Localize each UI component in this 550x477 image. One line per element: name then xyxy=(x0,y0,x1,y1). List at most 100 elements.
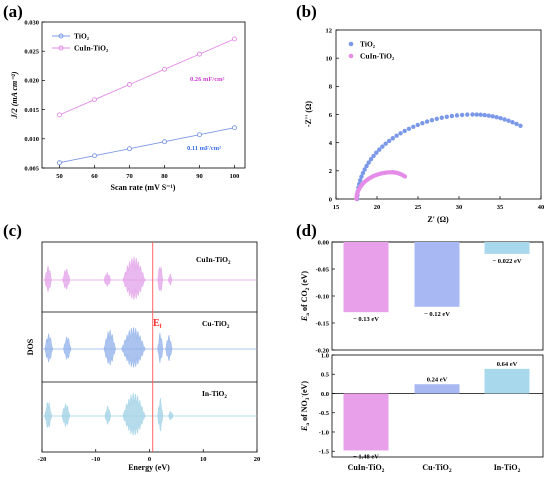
data-point xyxy=(415,122,421,128)
x-tick-label: 35 xyxy=(497,204,504,211)
x-tick-label: 60 xyxy=(91,173,98,180)
panel-d-bottom-bars: 1.0 0.5 0.0 -0.5 -1.0 -1.5 − 1.48 eV 0.24 eV 0.6… xyxy=(319,352,543,460)
x-tick-label: 30 xyxy=(456,204,463,211)
panel-c-ylabel: DOS xyxy=(26,338,35,355)
bar xyxy=(484,242,530,254)
panel-label-c: (c) xyxy=(3,221,22,240)
data-point xyxy=(386,138,392,144)
y-tick-label: 1.0 xyxy=(321,352,329,359)
bar-value-label: − 0.13 eV xyxy=(353,316,379,323)
data-point xyxy=(360,170,366,176)
data-point xyxy=(406,126,412,132)
data-point xyxy=(377,147,382,152)
y-tick-label: 8 xyxy=(329,84,333,91)
fermi-level-label: Ef xyxy=(153,318,163,330)
panel-b-ylabel: -Z'' (Ω) xyxy=(304,101,313,128)
panel-d-category-cu: Cu-TiO2 xyxy=(422,463,452,474)
panel-d-top-bars: 0.00 -0.05 -0.10 -0.15 -0.20 − 0.13 eV − 0.12 … xyxy=(315,239,543,354)
panel-c: (c) -20 -10 0 10 20 CuIn-TiO2 Cu-TiO2 In-TiO… xyxy=(3,221,260,472)
y-tick-label: 0.00 xyxy=(318,239,329,246)
data-point xyxy=(380,144,385,149)
data-point xyxy=(478,112,483,117)
data-point xyxy=(362,167,367,172)
data-point xyxy=(383,141,388,146)
panel-c-series xyxy=(42,242,257,452)
data-point xyxy=(92,153,97,159)
data-point xyxy=(439,115,444,120)
panel-c-plot-area xyxy=(41,241,258,453)
data-point xyxy=(359,174,364,179)
bar-value-label: − 0.022 eV xyxy=(492,258,521,265)
data-point xyxy=(510,120,515,125)
y-tick-label: 10 xyxy=(326,55,333,62)
dos-label-in: In-TiO2 xyxy=(202,389,227,400)
data-point xyxy=(366,160,371,165)
dos-band xyxy=(121,327,146,369)
dos-band xyxy=(168,273,173,286)
series-line xyxy=(59,127,235,164)
y-tick-label: 12 xyxy=(326,27,333,34)
bar xyxy=(414,242,460,307)
x-tick-label: -20 xyxy=(38,456,47,463)
data-point xyxy=(371,153,376,159)
panel-a-ylabel: J/2 (mA cm⁻²) xyxy=(10,71,19,119)
y-tick-label: 2 xyxy=(329,168,332,175)
bar-value-label: − 1.48 eV xyxy=(353,453,379,460)
data-point xyxy=(429,117,435,123)
dos-band xyxy=(122,392,146,436)
data-point xyxy=(411,124,416,129)
data-point xyxy=(232,36,237,42)
data-point xyxy=(127,146,132,152)
y-tick-label: -0.10 xyxy=(315,293,329,300)
panel-d-top-ylabel: Ea of CO2 (eV) xyxy=(300,271,311,323)
y-tick-label: 0.5 xyxy=(321,372,330,379)
dos-label-cu: Cu-TiO2 xyxy=(202,319,230,330)
data-point xyxy=(474,112,479,117)
panel-b-xlabel: Z' (Ω) xyxy=(427,215,449,224)
y-tick-label: -0.05 xyxy=(315,266,329,273)
y-tick-label: -1.5 xyxy=(319,449,330,456)
legend-b-cuin-label: CuIn-TiO₂ xyxy=(360,52,395,61)
panel-label-d: (d) xyxy=(296,221,317,240)
x-tick-label: 10 xyxy=(200,456,207,463)
data-point xyxy=(357,178,363,183)
data-point xyxy=(127,82,132,87)
x-tick-label: 50 xyxy=(56,173,63,180)
data-point xyxy=(364,163,369,169)
bar xyxy=(484,368,530,394)
data-point xyxy=(514,121,519,127)
dos-band xyxy=(122,256,146,300)
panel-a: (a) 50 60 70 80 90 100 0.005 0.010 0.015 0.020 0.0… xyxy=(3,2,246,192)
legend-cuin-marker xyxy=(58,45,64,51)
panel-c-ticks: -20 -10 0 10 20 xyxy=(38,449,260,463)
y-tick-label: 4 xyxy=(329,140,333,147)
x-tick-label: 40 xyxy=(538,204,545,211)
y-tick-label: 0.025 xyxy=(24,49,39,56)
data-point xyxy=(374,150,379,155)
panel-a-xlabel: Scan rate (mV S⁻¹) xyxy=(111,183,176,192)
bar-value-label: 0.24 eV xyxy=(427,376,448,383)
data-point xyxy=(444,114,449,120)
legend-b-tio2-label: TiO₂ xyxy=(360,40,376,49)
y-tick-label: 0.005 xyxy=(24,165,39,172)
data-point xyxy=(449,113,455,119)
data-point xyxy=(197,51,202,57)
dos-band xyxy=(103,329,116,366)
y-tick-label: 6 xyxy=(329,112,333,119)
dos-band xyxy=(63,336,72,360)
bar xyxy=(343,242,389,313)
panel-d-bottom-plot-area xyxy=(331,354,544,458)
bar-value-label: 0.64 eV xyxy=(497,361,518,368)
legend-cuin-label: CuIn-TiO₂ xyxy=(74,44,109,53)
data-point xyxy=(486,113,491,118)
data-point xyxy=(57,160,62,166)
panel-d-category-in: In-TiO2 xyxy=(494,463,521,474)
data-point xyxy=(494,114,499,120)
x-tick-label: -10 xyxy=(91,456,100,463)
panel-b-legend: TiO₂ CuIn-TiO₂ xyxy=(348,40,395,61)
data-point xyxy=(402,128,407,134)
legend-b-tio2-marker xyxy=(348,41,354,47)
data-point xyxy=(482,112,487,118)
y-tick-label: -0.5 xyxy=(319,410,330,417)
